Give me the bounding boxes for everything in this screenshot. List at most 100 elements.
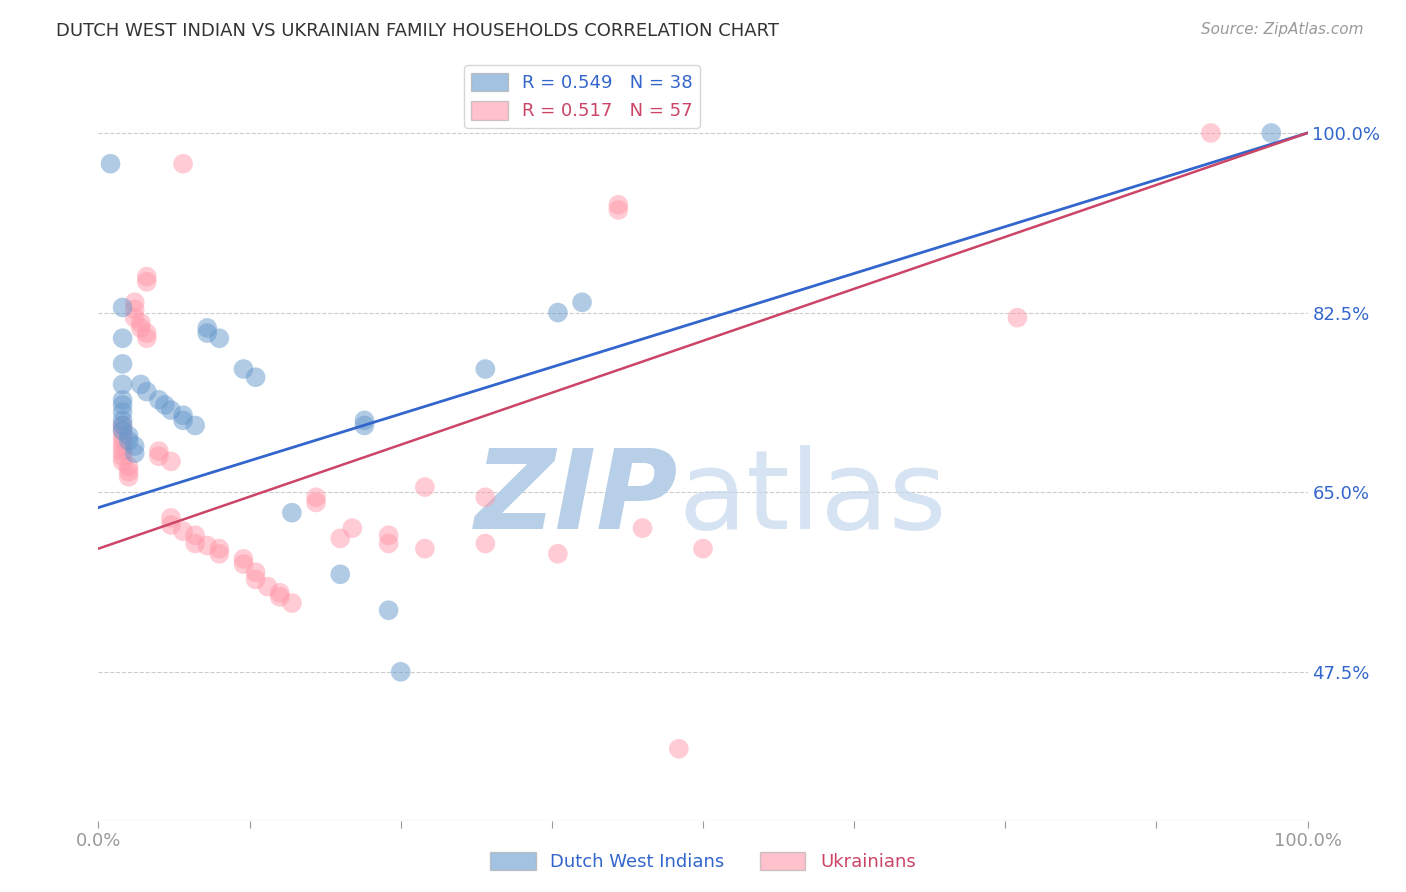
Point (208, 331, 231, 345)
Point (135, 384, 157, 399)
Point (111, 439, 134, 453)
Legend: R = 0.549   N = 38, R = 0.517   N = 57: R = 0.549 N = 38, R = 0.517 N = 57 (464, 65, 700, 128)
Point (124, 302, 146, 317)
Point (668, 741, 690, 756)
Point (160, 454, 183, 468)
Point (160, 403, 183, 417)
Text: ZIP: ZIP (475, 445, 679, 552)
Point (111, 450, 134, 464)
Point (195, 539, 218, 553)
Point (607, 198, 630, 212)
Point (184, 528, 207, 542)
Point (148, 444, 170, 458)
Point (153, 398, 176, 412)
Point (160, 511, 183, 525)
Point (172, 408, 194, 422)
Point (111, 398, 134, 412)
Text: DUTCH WEST INDIAN VS UKRAINIAN FAMILY HOUSEHOLDS CORRELATION CHART: DUTCH WEST INDIAN VS UKRAINIAN FAMILY HO… (56, 22, 779, 40)
Point (160, 518, 183, 533)
Point (413, 541, 436, 556)
Point (124, 439, 146, 453)
Point (269, 586, 291, 600)
Point (124, 295, 146, 310)
Point (111, 413, 134, 427)
Point (571, 295, 593, 310)
Point (111, 377, 134, 392)
Point (111, 424, 134, 438)
Point (208, 547, 231, 561)
Point (329, 567, 352, 582)
Point (305, 495, 328, 509)
Point (195, 326, 218, 340)
Point (135, 269, 157, 284)
Text: atlas: atlas (679, 445, 948, 552)
Point (118, 465, 141, 479)
Point (111, 418, 134, 433)
Point (172, 524, 194, 539)
Point (111, 428, 134, 442)
Point (281, 506, 304, 520)
Point (245, 566, 267, 580)
Point (129, 316, 152, 330)
Point (474, 362, 496, 376)
Point (353, 413, 375, 427)
Point (245, 370, 267, 384)
Point (474, 536, 496, 550)
Point (1260, 126, 1282, 140)
Point (413, 480, 436, 494)
Point (111, 434, 134, 448)
Point (111, 357, 134, 371)
Point (184, 418, 207, 433)
Point (184, 536, 207, 550)
Point (232, 557, 254, 571)
Point (692, 541, 714, 556)
Point (256, 580, 278, 594)
Point (269, 590, 291, 604)
Point (1007, 310, 1029, 325)
Point (111, 418, 134, 433)
Point (111, 444, 134, 458)
Point (118, 428, 141, 442)
Point (135, 331, 157, 345)
Point (111, 405, 134, 419)
Point (172, 413, 194, 427)
Point (547, 305, 569, 319)
Point (148, 392, 170, 407)
Point (377, 536, 399, 550)
Text: Source: ZipAtlas.com: Source: ZipAtlas.com (1201, 22, 1364, 37)
Point (607, 202, 630, 217)
Point (111, 331, 134, 345)
Point (118, 470, 141, 484)
Point (329, 532, 352, 546)
Point (208, 541, 231, 556)
Point (100, 157, 122, 171)
Point (172, 157, 194, 171)
Point (232, 362, 254, 376)
Point (129, 377, 152, 392)
Point (342, 521, 364, 535)
Point (377, 603, 399, 617)
Point (474, 491, 496, 505)
Point (305, 491, 328, 505)
Point (353, 418, 375, 433)
Point (118, 459, 141, 474)
Point (245, 573, 267, 587)
Point (135, 326, 157, 340)
Point (148, 450, 170, 464)
Point (195, 321, 218, 335)
Point (232, 552, 254, 566)
Point (124, 310, 146, 325)
Point (111, 424, 134, 438)
Point (118, 434, 141, 448)
Point (124, 446, 146, 460)
Point (1199, 126, 1222, 140)
Point (389, 665, 412, 679)
Point (281, 596, 304, 610)
Point (111, 301, 134, 315)
Point (547, 547, 569, 561)
Point (129, 321, 152, 335)
Legend: Dutch West Indians, Ukrainians: Dutch West Indians, Ukrainians (484, 845, 922, 879)
Point (631, 521, 654, 535)
Point (111, 454, 134, 468)
Point (111, 392, 134, 407)
